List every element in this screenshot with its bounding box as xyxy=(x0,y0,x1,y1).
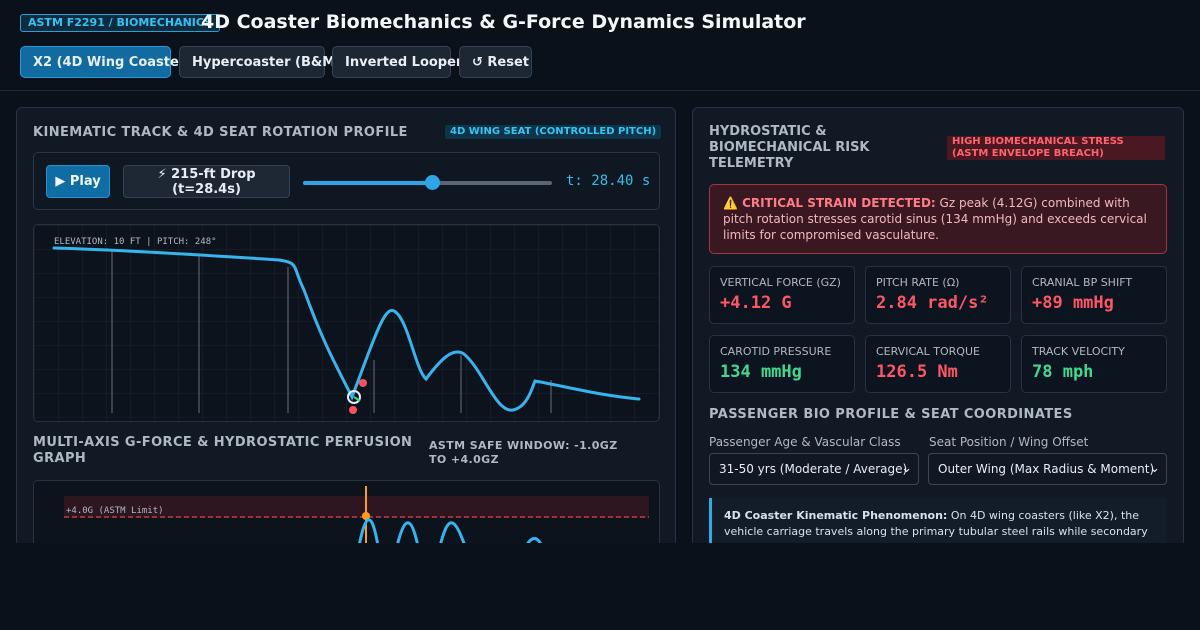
page-title: 4D Coaster Biomechanics & G-Force Dynami… xyxy=(201,11,806,33)
seat-pitch-vector xyxy=(353,396,361,402)
kinematic-title: KINEMATIC TRACK & 4D SEAT ROTATION PROFI… xyxy=(33,125,408,140)
time-slider-fill xyxy=(303,181,433,185)
chevron-down-icon: ⌄ xyxy=(1149,461,1160,476)
gforce-title: MULTI-AXIS G-FORCE & HYDROSTATIC PERFUSI… xyxy=(33,435,413,466)
coaster-track-path xyxy=(52,246,641,412)
metric-card-vertical-force: VERTICAL FORCE (GZ) +4.12 G xyxy=(709,266,855,324)
cervical-torque-label: CERVICAL TORQUE xyxy=(876,345,980,358)
gforce-safe-window: ASTM SAFE WINDOW: -1.0GZ TO +4.0GZ xyxy=(429,439,618,466)
kinematic-note: 4D Coaster Kinematic Phenomenon: On 4D w… xyxy=(709,498,1167,546)
telemetry-panel: HYDROSTATIC & BIOMECHANICAL RISK TELEMET… xyxy=(692,107,1184,547)
metric-card-track-velocity: TRACK VELOCITY 78 mph xyxy=(1021,335,1167,393)
seat-select-label: Seat Position / Wing Offset xyxy=(929,435,1089,449)
preset-inverted-looper-button[interactable]: Inverted Looper xyxy=(332,46,462,78)
metric-card-cranial-bp: CRANIAL BP SHIFT +89 mmHg xyxy=(1021,266,1167,324)
time-readout: t: 28.40 s xyxy=(566,173,651,189)
risk-status-badge: HIGH BIOMECHANICAL STRESS (ASTM ENVELOPE… xyxy=(947,136,1165,160)
age-vascular-select[interactable]: 31-50 yrs (Moderate / Average) ⌄ xyxy=(709,453,919,485)
vertical-force-value: +4.12 G xyxy=(720,293,792,313)
critical-alert-heading: ⚠️ CRITICAL STRAIN DETECTED: xyxy=(723,196,936,210)
preset-hypercoaster-button[interactable]: Hypercoaster (B&M) xyxy=(179,46,341,78)
preset-x2-button[interactable]: X2 (4D Wing Coaster) xyxy=(20,46,191,78)
seat-position-select[interactable]: Outer Wing (Max Radius & Moment) ⌄ xyxy=(928,453,1167,485)
seat-force-point-upper xyxy=(359,379,367,387)
chevron-down-icon: ⌄ xyxy=(901,461,912,476)
track-profile-svg: ELEVATION: 10 FT | PITCH: 248° xyxy=(34,225,659,421)
critical-alert: ⚠️ CRITICAL STRAIN DETECTED: Gz peak (4.… xyxy=(709,184,1167,254)
age-vascular-value: 31-50 yrs (Moderate / Average) xyxy=(719,462,908,476)
track-profile-view: ELEVATION: 10 FT | PITCH: 248° xyxy=(33,224,660,422)
carotid-pressure-label: CAROTID PRESSURE xyxy=(720,345,832,358)
track-velocity-value: 78 mph xyxy=(1032,362,1094,382)
gforce-graph-svg: +4.0G (ASTM Limit) xyxy=(64,486,649,546)
kinematic-note-heading: 4D Coaster Kinematic Phenomenon: xyxy=(724,509,948,522)
time-slider[interactable] xyxy=(303,175,552,190)
vehicle-marker[interactable] xyxy=(347,390,361,404)
carotid-pressure-value: 134 mmHg xyxy=(720,362,802,382)
critical-alert-text: Gz peak (4.12G) combined with pitch rota… xyxy=(723,196,1147,242)
seat-mode-badge: 4D WING SEAT (CONTROLLED PITCH) xyxy=(445,125,662,139)
drop-event-button[interactable]: ⚡ 215-ft Drop (t=28.4s) xyxy=(123,165,290,198)
astm-limit-label: +4.0G (ASTM Limit) xyxy=(66,506,164,516)
cranial-bp-value: +89 mmHg xyxy=(1032,293,1114,313)
track-grid xyxy=(34,225,659,421)
bottom-background xyxy=(0,543,1200,630)
playback-controls: ▶ Play ⚡ 215-ft Drop (t=28.4s) t: 28.40 … xyxy=(33,152,660,210)
gforce-graph-view: +4.0G (ASTM Limit) xyxy=(33,480,660,546)
metric-card-cervical-torque: CERVICAL TORQUE 126.5 Nm xyxy=(865,335,1011,393)
time-slider-handle[interactable] xyxy=(425,175,441,190)
reset-button[interactable]: ↺ Reset xyxy=(459,46,532,78)
kinematic-panel: KINEMATIC TRACK & 4D SEAT ROTATION PROFI… xyxy=(16,107,676,547)
seat-force-point-lower xyxy=(349,406,357,414)
astm-limit-zone xyxy=(64,496,649,518)
bio-profile-title: PASSENGER BIO PROFILE & SEAT COORDINATES xyxy=(709,407,1073,422)
metric-card-carotid-pressure: CAROTID PRESSURE 134 mmHg xyxy=(709,335,855,393)
track-velocity-label: TRACK VELOCITY xyxy=(1032,345,1125,358)
gforce-curve xyxy=(357,518,544,546)
cervical-torque-value: 126.5 Nm xyxy=(876,362,958,382)
telemetry-title: HYDROSTATIC & BIOMECHANICAL RISK TELEMET… xyxy=(709,124,870,171)
track-overlay-readout: ELEVATION: 10 FT | PITCH: 248° xyxy=(54,237,217,247)
play-button[interactable]: ▶ Play xyxy=(46,165,110,198)
metric-card-pitch-rate: PITCH RATE (Ω) 2.84 rad/s² xyxy=(865,266,1011,324)
cranial-bp-label: CRANIAL BP SHIFT xyxy=(1032,276,1133,289)
vertical-force-label: VERTICAL FORCE (GZ) xyxy=(720,276,841,289)
app-header: ASTM F2291 / BIOMECHANICS 4D Coaster Bio… xyxy=(0,0,1200,91)
standard-tag: ASTM F2291 / BIOMECHANICS xyxy=(20,14,221,32)
current-gforce-point xyxy=(362,512,370,520)
pitch-rate-value: 2.84 rad/s² xyxy=(876,293,989,313)
pitch-rate-label: PITCH RATE (Ω) xyxy=(876,276,960,289)
seat-position-value: Outer Wing (Max Radius & Moment) xyxy=(938,462,1155,476)
age-select-label: Passenger Age & Vascular Class xyxy=(709,435,901,449)
